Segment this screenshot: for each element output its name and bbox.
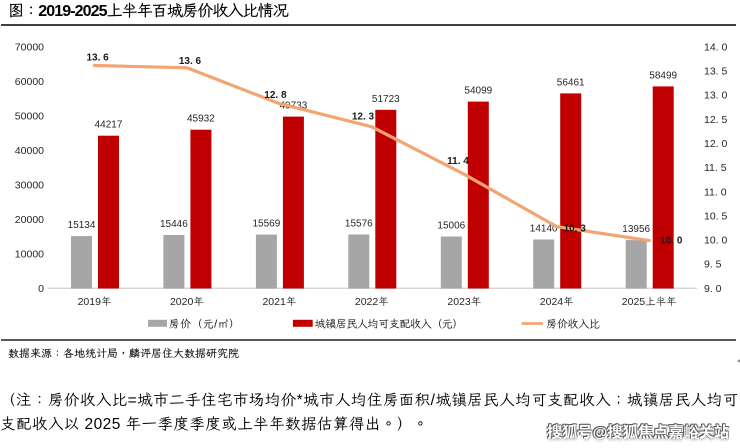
svg-text:60000: 60000 — [15, 76, 44, 88]
svg-text:房价（元/㎡）: 房价（元/㎡） — [169, 319, 241, 331]
svg-text:40000: 40000 — [15, 145, 44, 157]
svg-text:11. 5: 11. 5 — [704, 162, 727, 174]
svg-text:15006: 15006 — [437, 221, 465, 232]
svg-text:30000: 30000 — [15, 179, 44, 191]
svg-text:14140: 14140 — [530, 224, 558, 235]
svg-text:14. 0: 14. 0 — [704, 41, 728, 53]
svg-text:2020年: 2020年 — [170, 296, 204, 308]
svg-text:城镇居民人均可支配收入（元）: 城镇居民人均可支配收入（元） — [315, 318, 463, 331]
svg-text:13956: 13956 — [622, 224, 650, 235]
svg-text:15569: 15569 — [252, 219, 280, 230]
svg-text:15446: 15446 — [160, 219, 188, 230]
svg-text:15134: 15134 — [68, 220, 96, 231]
svg-text:2025上半年: 2025上半年 — [622, 296, 677, 308]
svg-text:12. 3: 12. 3 — [352, 112, 375, 123]
svg-text:12. 0: 12. 0 — [704, 138, 728, 150]
svg-text:2023年: 2023年 — [447, 296, 481, 308]
svg-text:2022年: 2022年 — [355, 296, 389, 308]
svg-text:58499: 58499 — [649, 70, 677, 81]
svg-text:13. 6: 13. 6 — [179, 56, 202, 67]
svg-text:2019年: 2019年 — [78, 296, 112, 308]
svg-text:9. 0: 9. 0 — [704, 283, 722, 295]
svg-text:44217: 44217 — [95, 120, 123, 131]
svg-text:2024年: 2024年 — [540, 296, 574, 308]
svg-text:2021年: 2021年 — [262, 296, 296, 308]
svg-text:10. 3: 10. 3 — [564, 223, 587, 234]
svg-text:56461: 56461 — [557, 77, 585, 88]
svg-text:9. 5: 9. 5 — [704, 259, 722, 271]
svg-text:20000: 20000 — [15, 214, 44, 226]
svg-text:10. 0: 10. 0 — [704, 235, 728, 247]
svg-text:11. 4: 11. 4 — [447, 156, 469, 167]
svg-text:10. 5: 10. 5 — [704, 210, 728, 222]
svg-text:10000: 10000 — [15, 248, 44, 260]
svg-text:12. 8: 12. 8 — [264, 90, 287, 101]
svg-text:15576: 15576 — [345, 219, 373, 230]
svg-text:51723: 51723 — [372, 94, 400, 105]
svg-text:50000: 50000 — [15, 110, 44, 122]
svg-text:10. 0: 10. 0 — [660, 235, 683, 246]
svg-text:房价收入比: 房价收入比 — [546, 319, 600, 331]
svg-text:54099: 54099 — [464, 86, 492, 97]
svg-text:13. 0: 13. 0 — [704, 90, 728, 102]
svg-text:13. 5: 13. 5 — [704, 66, 728, 78]
svg-text:12. 5: 12. 5 — [704, 114, 728, 126]
svg-text:70000: 70000 — [15, 41, 44, 53]
svg-text:11. 0: 11. 0 — [704, 186, 727, 198]
svg-text:13. 6: 13. 6 — [86, 53, 109, 64]
svg-text:0: 0 — [38, 283, 44, 295]
svg-text:45932: 45932 — [187, 114, 215, 125]
